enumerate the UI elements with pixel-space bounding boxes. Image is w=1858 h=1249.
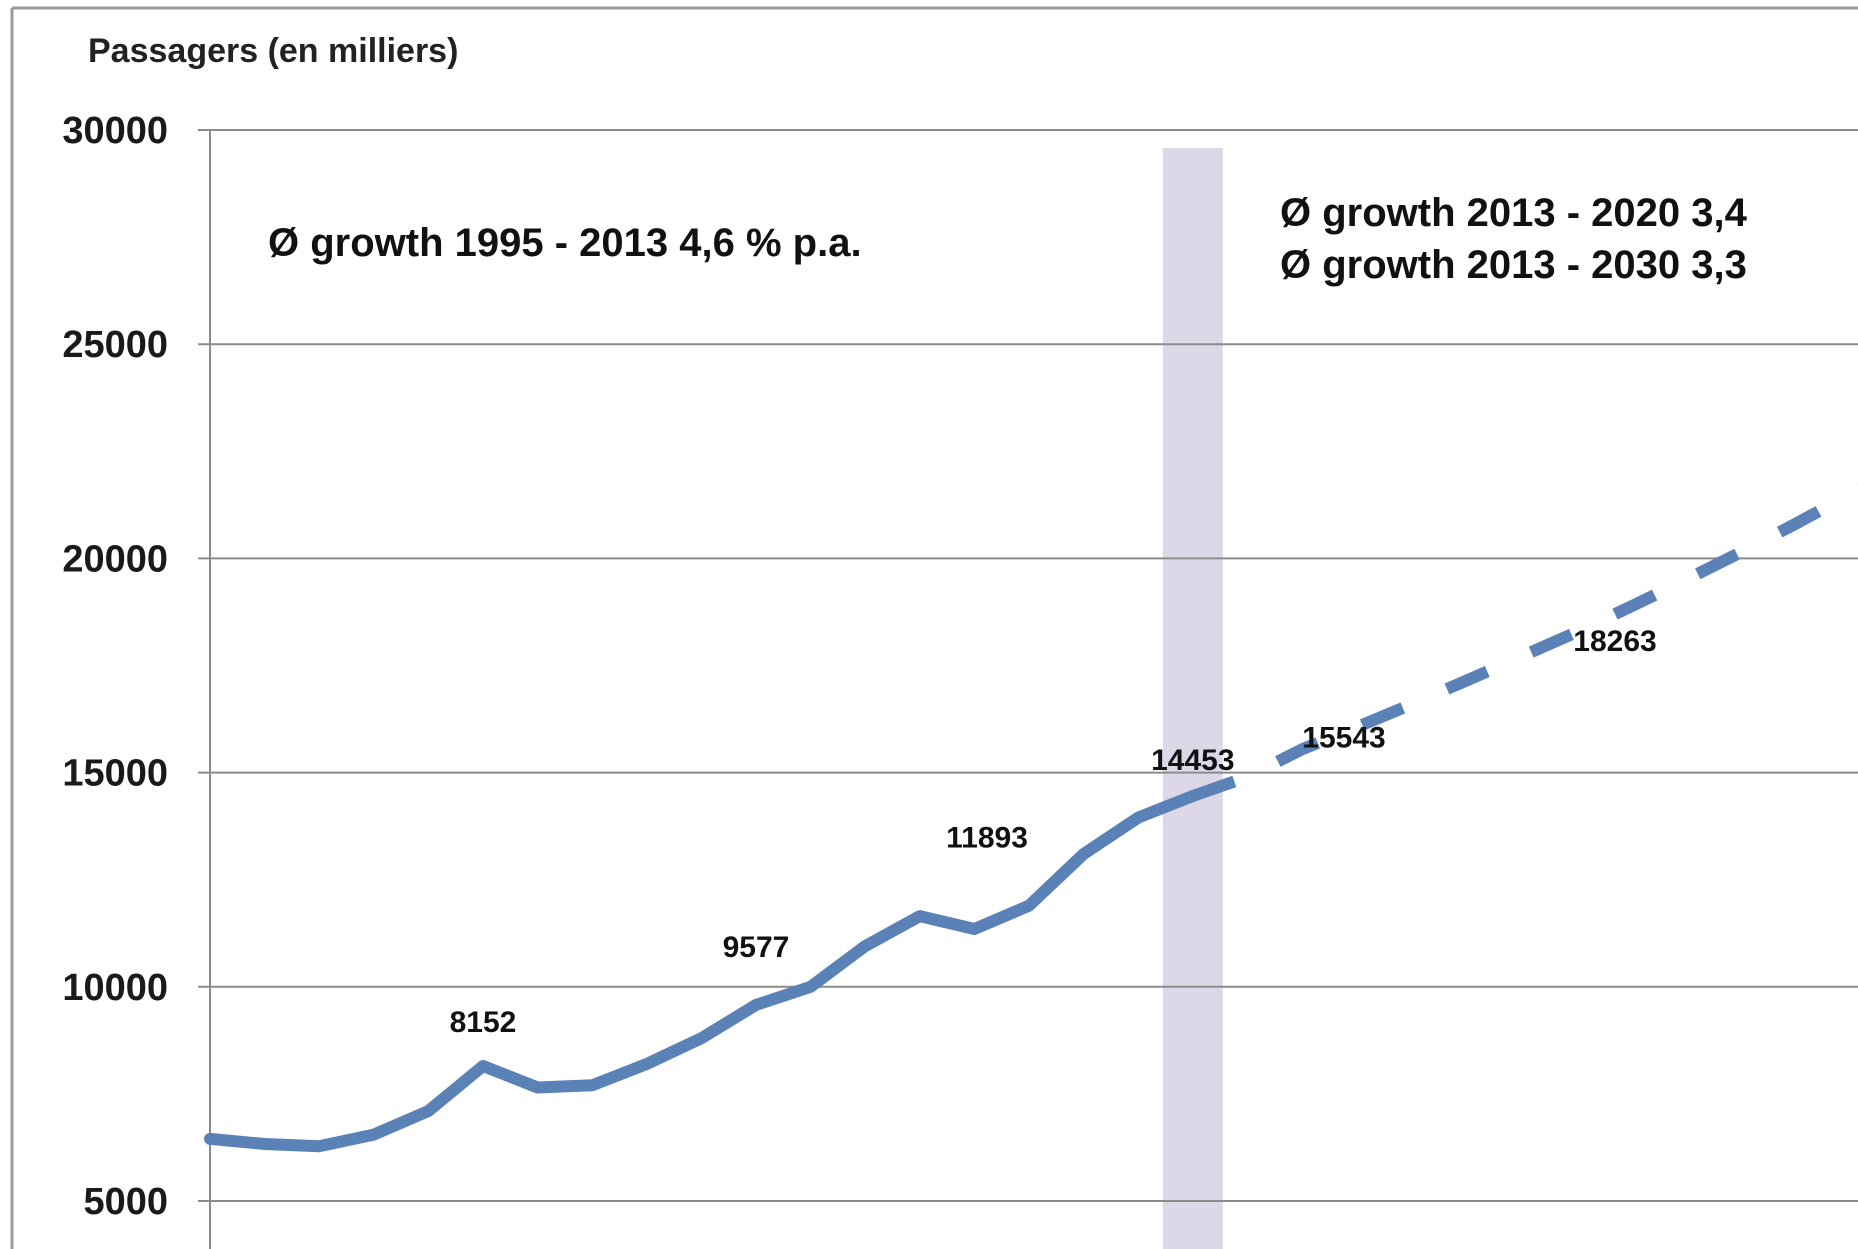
data-label-2013: 14453: [1151, 744, 1234, 777]
y-tick-label-15000: 15000: [62, 753, 168, 795]
series-line-forecast: [1190, 482, 1858, 802]
y-tick-label-5000: 5000: [83, 1181, 168, 1223]
growth-annotation-1: Ø growth 1995 - 2013 4,6 % p.a.: [268, 221, 862, 265]
y-axis-title: Passagers (en milliers): [88, 32, 458, 70]
y-tick-label-25000: 25000: [62, 324, 168, 366]
data-label-2015: 15543: [1302, 721, 1385, 754]
growth-annotation-2: Ø growth 2013 - 2020 3,4: [1280, 191, 1748, 235]
data-label-2000: 8152: [450, 1006, 517, 1039]
data-label-2005: 9577: [723, 931, 790, 964]
y-tick-label-30000: 30000: [62, 110, 168, 152]
data-label-2010: 11893: [946, 822, 1028, 855]
data-label-2020: 18263: [1573, 625, 1656, 658]
series-line-historical: [204, 790, 1199, 1153]
y-tick-label-10000: 10000: [62, 967, 168, 1009]
growth-annotation-3: Ø growth 2013 - 2030 3,3: [1280, 243, 1747, 287]
highlight-band-2013: [1162, 148, 1223, 1249]
y-tick-label-20000: 20000: [62, 538, 168, 580]
